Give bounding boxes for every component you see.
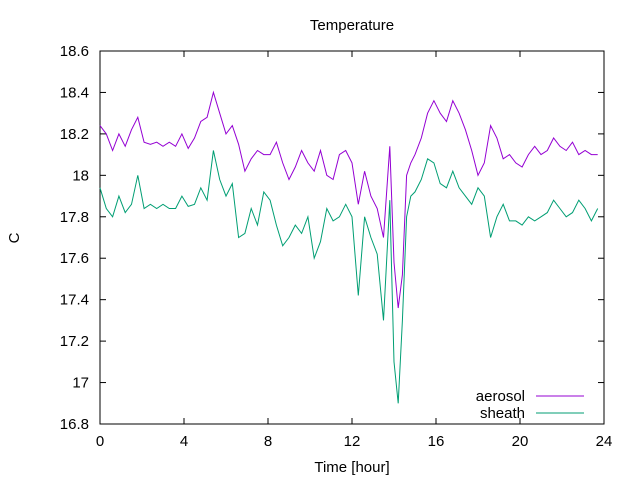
x-tick-label: 4 [180,433,188,450]
y-axis-label: C [6,232,23,243]
x-axis-label: Time [hour] [314,459,389,476]
x-tick-label: 8 [264,433,272,450]
x-tick-label: 24 [596,433,613,450]
y-tick-label: 18.6 [60,43,89,60]
x-tick-label: 20 [512,433,529,450]
x-tick-label: 16 [428,433,445,450]
series-group [99,90,599,404]
x-axis: 0 4 8 12 16 20 24 [96,51,613,450]
legend-label-aerosol: aerosol [476,388,525,405]
y-tick-label: 17.8 [60,209,89,226]
y-tick-label: 17.2 [60,333,89,350]
x-tick-label: 0 [96,433,104,450]
y-tick-label: 18 [72,167,89,184]
series-line-aerosol [99,90,598,309]
y-tick-label: 16.8 [60,416,89,433]
y-tick-label: 17.4 [60,292,89,309]
x-tick-label: 12 [344,433,361,450]
y-tick-label: 17.6 [60,250,89,267]
legend-label-sheath: sheath [480,405,525,422]
y-tick-label: 17 [72,375,89,392]
series-line-sheath [99,150,599,404]
y-axis: 16.8 17 17.2 17.4 17.6 17.8 18 18.2 18.4 18.6 [60,43,604,433]
y-tick-label: 18.2 [60,126,89,143]
chart-title: Temperature [310,17,394,34]
y-tick-label: 18.4 [60,84,89,101]
